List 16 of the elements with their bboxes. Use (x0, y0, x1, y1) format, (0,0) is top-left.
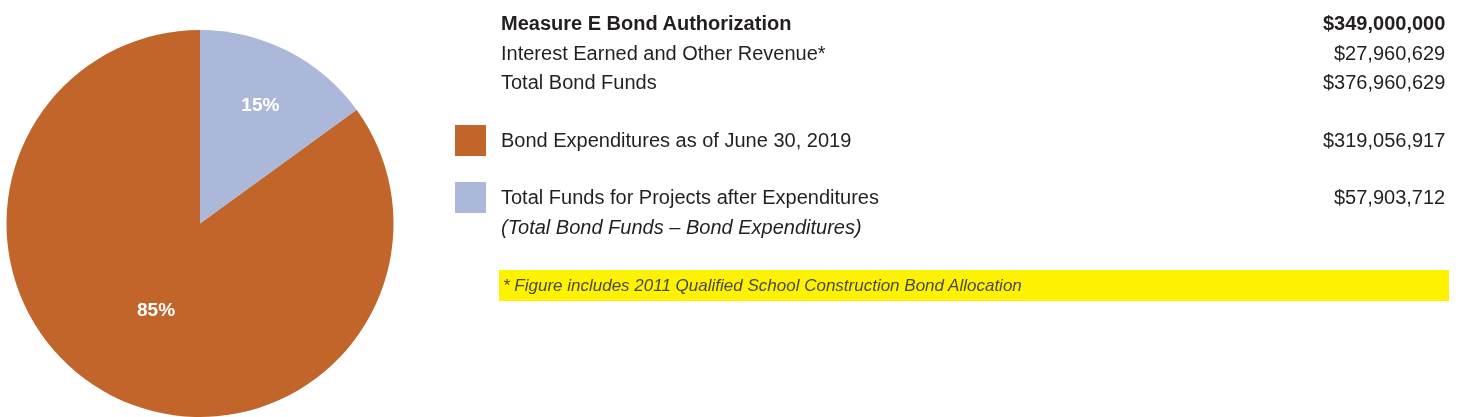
legend-label: Total Funds for Projects after Expenditures (501, 186, 879, 208)
pie-slice (6, 30, 394, 417)
legend-label: Bond Expenditures as of June 30, 2019 (501, 129, 852, 151)
text: (Total Bond Funds – Bond Expenditures) (501, 216, 862, 238)
text: $376,960,629 (1323, 71, 1446, 93)
text: $27,960,629 (1334, 42, 1446, 64)
data-label: 15% (241, 94, 280, 116)
text: Interest Earned and Other Revenue* (501, 42, 826, 64)
text: * Figure includes 2011 Qualified School Construction Bond Allocation (503, 276, 1022, 295)
text: $57,903,712 (1334, 186, 1446, 208)
text: $319,056,917 (1323, 129, 1446, 151)
text: Measure E Bond Authorization (501, 12, 792, 34)
text: $349,000,000 (1323, 12, 1446, 34)
text: Total Bond Funds (501, 71, 657, 93)
pie-slice (200, 30, 357, 224)
data-label: 85% (137, 299, 176, 321)
